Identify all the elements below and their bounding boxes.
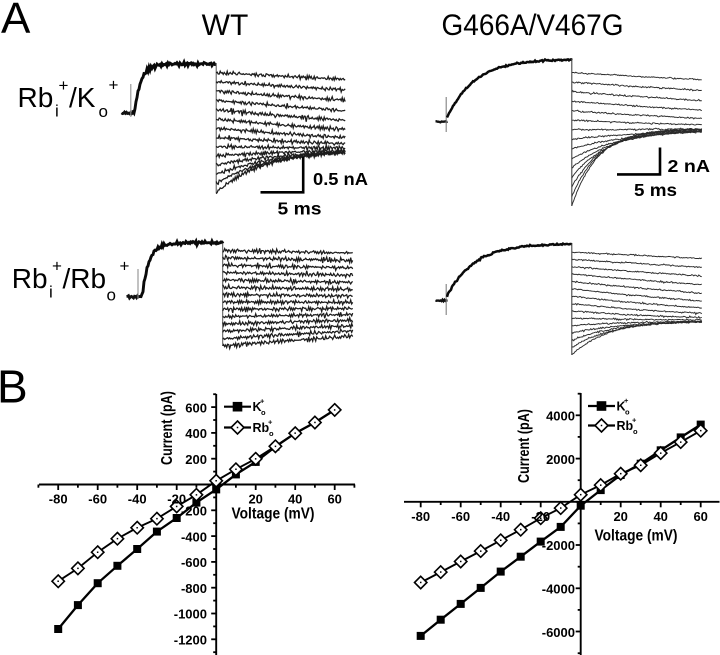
svg-text:60: 60 xyxy=(327,492,341,507)
svg-text:-600: -600 xyxy=(181,555,207,570)
svg-text:200: 200 xyxy=(185,452,207,467)
svg-text:-60: -60 xyxy=(451,509,470,524)
svg-text:o: o xyxy=(261,408,266,417)
svg-text:-80: -80 xyxy=(411,509,430,524)
svg-text:+: + xyxy=(624,396,629,405)
svg-text:400: 400 xyxy=(185,426,207,441)
svg-text:Rb: Rb xyxy=(617,419,634,433)
svg-text:WT: WT xyxy=(202,9,249,42)
svg-text:-80: -80 xyxy=(49,492,68,507)
svg-text:i: i xyxy=(49,283,53,302)
svg-text:o: o xyxy=(625,408,630,417)
svg-text:60: 60 xyxy=(693,509,707,524)
svg-text:-40: -40 xyxy=(491,509,510,524)
svg-text:20: 20 xyxy=(613,509,627,524)
svg-text:2 nA: 2 nA xyxy=(668,156,711,176)
svg-text:+: + xyxy=(59,76,69,95)
svg-text:-20: -20 xyxy=(531,509,550,524)
svg-text:600: 600 xyxy=(185,400,207,415)
svg-text:40: 40 xyxy=(288,492,302,507)
svg-text:/Rb: /Rb xyxy=(63,263,107,294)
svg-text:0.5 nA: 0.5 nA xyxy=(313,169,368,189)
svg-text:Current (pA): Current (pA) xyxy=(159,391,176,465)
svg-text:-2000: -2000 xyxy=(542,538,575,553)
svg-text:-1000: -1000 xyxy=(174,607,207,622)
svg-text:20: 20 xyxy=(248,492,262,507)
svg-text:-4000: -4000 xyxy=(542,582,575,597)
svg-text:K: K xyxy=(253,400,262,414)
svg-text:+: + xyxy=(632,416,637,425)
svg-text:K: K xyxy=(617,400,626,414)
svg-text:o: o xyxy=(269,429,274,438)
svg-text:i: i xyxy=(55,102,59,121)
svg-text:Voltage (mV): Voltage (mV) xyxy=(595,528,678,545)
svg-text:B: B xyxy=(0,361,28,413)
svg-text:2000: 2000 xyxy=(546,452,575,467)
svg-text:A: A xyxy=(1,0,31,43)
svg-text:5 ms: 5 ms xyxy=(278,199,322,219)
svg-text:-200: -200 xyxy=(181,504,207,519)
svg-text:+: + xyxy=(268,418,273,427)
svg-text:+: + xyxy=(52,257,62,276)
svg-text:5 ms: 5 ms xyxy=(634,180,677,200)
svg-text:-400: -400 xyxy=(181,529,207,544)
svg-text:Rb: Rb xyxy=(18,82,54,113)
svg-text:+: + xyxy=(109,76,119,95)
svg-text:G466A/V467G: G466A/V467G xyxy=(442,9,624,42)
svg-text:+: + xyxy=(120,257,130,276)
svg-text:-800: -800 xyxy=(181,581,207,596)
svg-text:Voltage (mV): Voltage (mV) xyxy=(232,506,315,523)
svg-text:-20: -20 xyxy=(167,492,186,507)
svg-text:Current (pA): Current (pA) xyxy=(516,409,533,483)
svg-text:o: o xyxy=(99,102,108,121)
svg-text:-1200: -1200 xyxy=(174,633,207,648)
svg-text:/K: /K xyxy=(69,82,96,113)
svg-text:Rb: Rb xyxy=(253,421,270,435)
svg-text:o: o xyxy=(107,286,116,305)
svg-text:o: o xyxy=(633,427,638,436)
svg-text:40: 40 xyxy=(653,509,667,524)
svg-text:4000: 4000 xyxy=(546,409,575,424)
svg-text:Rb: Rb xyxy=(12,263,48,294)
svg-text:-40: -40 xyxy=(128,492,147,507)
svg-text:+: + xyxy=(260,397,265,406)
svg-text:-6000: -6000 xyxy=(542,625,575,640)
svg-text:-60: -60 xyxy=(88,492,107,507)
